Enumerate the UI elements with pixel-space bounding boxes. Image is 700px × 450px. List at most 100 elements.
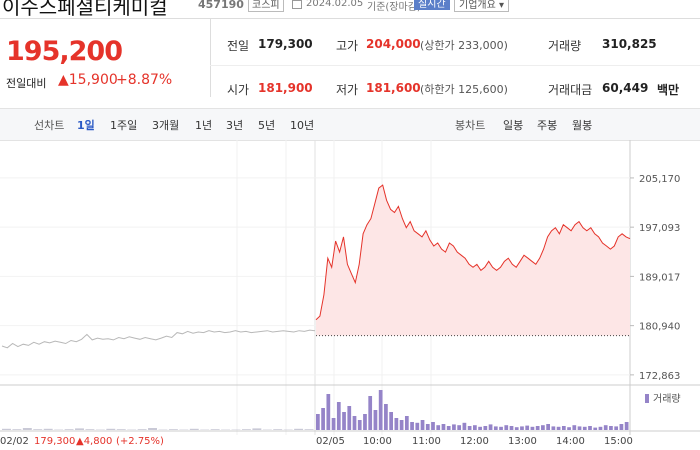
- volume-bar: [384, 404, 388, 430]
- period-button[interactable]: 5년: [258, 119, 276, 132]
- cell-label: 저가: [336, 83, 359, 97]
- volume-bar: [106, 428, 116, 430]
- volume-bar: [12, 429, 22, 430]
- volume-bar: [467, 426, 472, 430]
- calendar-icon: [292, 0, 302, 9]
- volume-bar: [116, 429, 126, 430]
- volume-bar: [520, 426, 524, 430]
- toolbar: [0, 108, 700, 141]
- cell-value: 181,900: [258, 81, 313, 95]
- y-tick-label: 189,017: [639, 272, 680, 283]
- volume-bar: [294, 428, 304, 430]
- cell-value: 204,000: [366, 37, 421, 51]
- volume-bar: [336, 402, 341, 430]
- market-badge: 코스피: [248, 0, 284, 12]
- volume-bar: [168, 429, 178, 430]
- volume-bar: [441, 424, 446, 430]
- volume-bar: [624, 422, 629, 430]
- footer-close: 179,300: [34, 436, 75, 447]
- volume-bar: [556, 426, 561, 430]
- candle-button[interactable]: 주봉: [537, 119, 558, 132]
- cell-label: 전일: [227, 39, 250, 53]
- x-tick-label: 02/05: [316, 436, 345, 447]
- y-tick-label: 180,940: [639, 322, 680, 333]
- volume-bar: [614, 426, 619, 430]
- price-change: ▲15,900: [58, 72, 118, 88]
- volume-bar: [399, 420, 404, 430]
- y-tick-label: 205,170: [639, 174, 680, 185]
- volume-bar: [603, 425, 608, 430]
- volume-bar: [347, 406, 352, 430]
- x-tick-label: 12:00: [460, 436, 489, 447]
- cell-note: (하한가 125,600): [420, 83, 508, 96]
- volume-bar: [420, 420, 425, 430]
- realtime-button[interactable]: 실시간: [414, 0, 450, 10]
- x-tick-label: 13:00: [508, 436, 537, 447]
- divider: [210, 19, 211, 97]
- volume-bar: [273, 429, 283, 430]
- volume-bar: [352, 416, 357, 430]
- volume-bar: [483, 426, 488, 430]
- candle-button[interactable]: 일봉: [503, 119, 524, 132]
- y-tick-label: 172,863: [639, 371, 680, 382]
- x-tick-label: 10:00: [363, 436, 392, 447]
- volume-bar: [446, 426, 451, 430]
- volume-bar: [252, 428, 262, 430]
- volume-bar: [535, 426, 540, 430]
- cell-value: 179,300: [258, 37, 313, 51]
- footer-rate: (+2.75%): [116, 436, 164, 447]
- volume-bar: [541, 425, 545, 430]
- volume-bar: [64, 429, 74, 430]
- volume-bar: [567, 427, 571, 430]
- volume-bar: [462, 422, 467, 430]
- chart: 205,170 197,093 189,017 180,940 172,863 거래량 02…: [0, 140, 700, 447]
- volume-bar: [342, 412, 346, 430]
- volume-bar: [189, 428, 199, 430]
- volume-bar: [43, 428, 53, 430]
- cell-label: 거래량: [548, 39, 582, 53]
- volume-bar: [85, 429, 95, 430]
- period-button[interactable]: 1년: [195, 119, 213, 132]
- volume-bar: [457, 425, 462, 430]
- volume-bar: [316, 414, 320, 430]
- volume-bar: [321, 408, 325, 430]
- cell-label: 고가: [336, 39, 359, 53]
- period-button[interactable]: 1일: [77, 119, 95, 132]
- period-button[interactable]: 10년: [290, 119, 315, 132]
- volume-bar: [551, 426, 556, 430]
- company-info-button[interactable]: 기업개요 ▾: [454, 0, 509, 12]
- volume-bar: [514, 427, 519, 430]
- period-button[interactable]: 1주일: [110, 119, 138, 132]
- cell-label: 거래대금: [548, 83, 593, 97]
- period-button[interactable]: 3개월: [152, 119, 180, 132]
- current-price: 195,200: [6, 36, 123, 67]
- volume-bar: [2, 428, 11, 430]
- volume-bar: [304, 429, 314, 430]
- volume-bar: [404, 416, 409, 430]
- volume-bar: [75, 428, 84, 430]
- stock-code: 457190: [198, 0, 244, 11]
- candle-button[interactable]: 월봉: [572, 119, 593, 132]
- x-tick-label: 14:00: [556, 436, 585, 447]
- cell-value: 310,825: [602, 37, 657, 51]
- volume-bar: [425, 424, 430, 430]
- volume-bar: [530, 426, 535, 430]
- volume-bar: [331, 418, 336, 430]
- volume-bar: [509, 426, 514, 430]
- volume-bar: [22, 428, 32, 430]
- stock-title: 이수스페셜티케미컬: [2, 0, 168, 19]
- volume-bar: [241, 429, 251, 430]
- volume-bar: [378, 390, 383, 430]
- price-line: [1, 329, 316, 349]
- volume-bar: [373, 410, 378, 430]
- volume-bar: [488, 424, 493, 430]
- volume-bar: [357, 420, 362, 430]
- volume-bar: [473, 425, 477, 430]
- volume-bar: [326, 394, 331, 430]
- volume-bar: [561, 426, 566, 430]
- period-button[interactable]: 3년: [226, 119, 244, 132]
- cell-note: (상한가 233,000): [420, 39, 508, 52]
- volume-bar: [394, 418, 399, 430]
- cell-value: 60,449: [602, 81, 649, 95]
